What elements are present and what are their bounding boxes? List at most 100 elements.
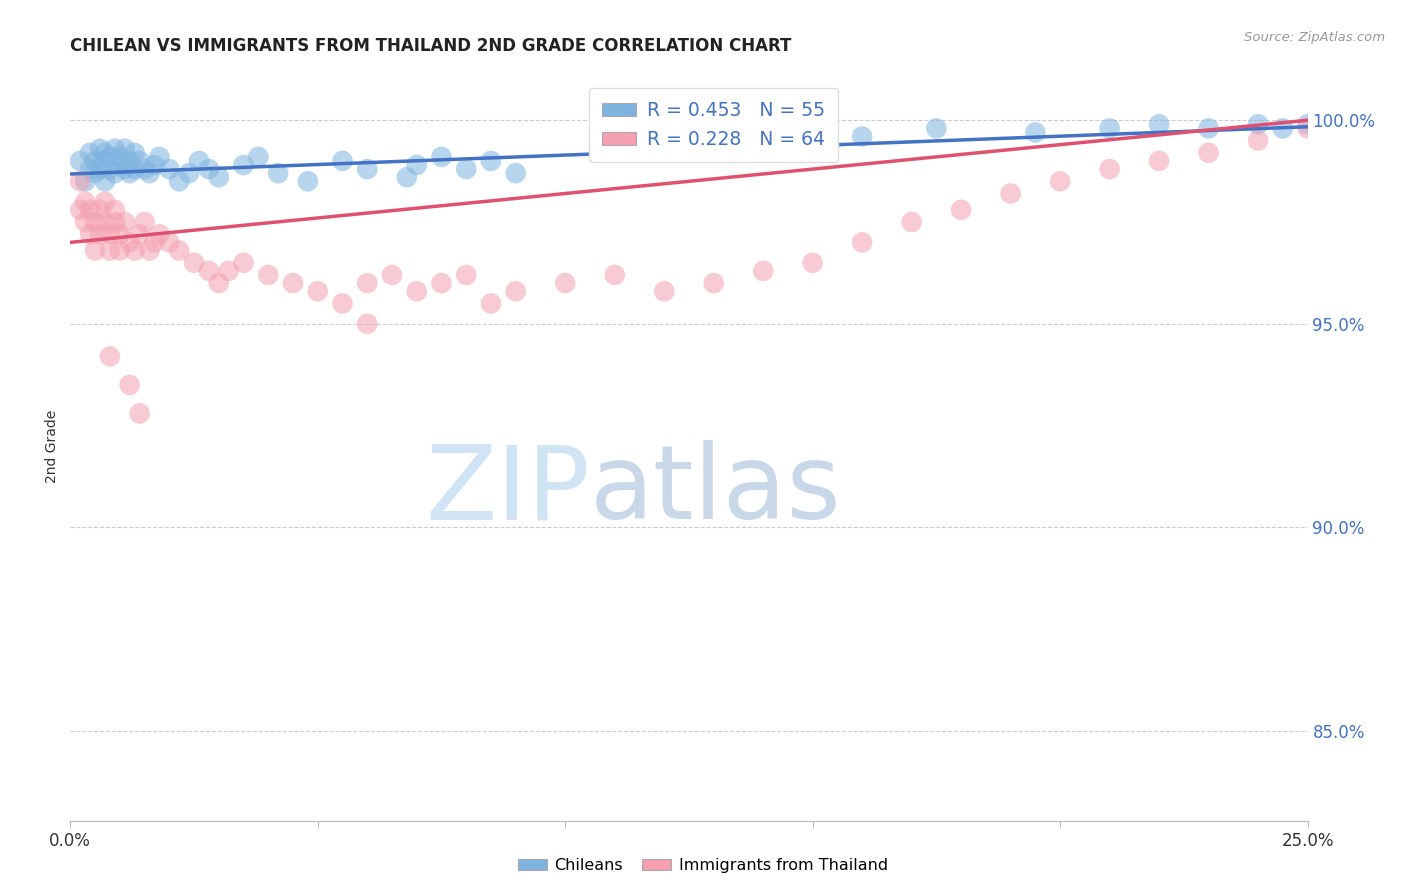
Text: ZIP: ZIP <box>425 441 591 541</box>
Point <box>1247 134 1270 148</box>
Point <box>479 153 502 168</box>
Point <box>332 296 354 310</box>
Text: atlas: atlas <box>591 441 842 541</box>
Point <box>104 202 127 217</box>
Point <box>356 276 378 290</box>
Point <box>1024 125 1046 139</box>
Point <box>177 166 200 180</box>
Point <box>1147 117 1170 131</box>
Point <box>108 244 131 258</box>
Point <box>752 264 775 278</box>
Point <box>456 162 478 177</box>
Point <box>157 235 180 250</box>
Point <box>381 268 404 282</box>
Point <box>114 215 136 229</box>
Point <box>138 166 160 180</box>
Point <box>652 285 675 299</box>
Point <box>1198 145 1220 160</box>
Point <box>75 174 97 188</box>
Point <box>232 158 254 172</box>
Point <box>1296 117 1319 131</box>
Point <box>801 256 824 270</box>
Point <box>98 162 121 177</box>
Point <box>267 166 290 180</box>
Point <box>456 268 478 282</box>
Point <box>1098 162 1121 177</box>
Point <box>157 162 180 177</box>
Point <box>108 158 131 172</box>
Point <box>69 174 91 188</box>
Point <box>232 256 254 270</box>
Point <box>114 162 136 177</box>
Point <box>167 244 190 258</box>
Point <box>1049 174 1071 188</box>
Point <box>84 166 107 180</box>
Point <box>554 276 576 290</box>
Point <box>94 174 117 188</box>
Point <box>84 153 107 168</box>
Point <box>138 244 160 258</box>
Point <box>104 142 127 156</box>
Point <box>118 166 141 180</box>
Point <box>1198 121 1220 136</box>
Point <box>188 153 211 168</box>
Point <box>183 256 205 270</box>
Point <box>114 142 136 156</box>
Point <box>118 153 141 168</box>
Point <box>94 153 117 168</box>
Point <box>75 194 97 209</box>
Point <box>257 268 280 282</box>
Point <box>79 227 101 242</box>
Point <box>1000 186 1022 201</box>
Point <box>118 235 141 250</box>
Point <box>208 276 231 290</box>
Text: Source: ZipAtlas.com: Source: ZipAtlas.com <box>1244 31 1385 45</box>
Point <box>124 244 146 258</box>
Point <box>198 162 221 177</box>
Point <box>108 227 131 242</box>
Point <box>198 264 221 278</box>
Point <box>332 153 354 168</box>
Point <box>950 202 973 217</box>
Point <box>69 202 91 217</box>
Point <box>124 145 146 160</box>
Point <box>208 170 231 185</box>
Point <box>98 244 121 258</box>
Point <box>128 153 150 168</box>
Point <box>75 215 97 229</box>
Point <box>405 285 427 299</box>
Point <box>603 268 626 282</box>
Point <box>1147 153 1170 168</box>
Y-axis label: 2nd Grade: 2nd Grade <box>45 409 59 483</box>
Point <box>98 227 121 242</box>
Point <box>128 227 150 242</box>
Point <box>84 244 107 258</box>
Point <box>167 174 190 188</box>
Point <box>89 202 111 217</box>
Legend: Chileans, Immigrants from Thailand: Chileans, Immigrants from Thailand <box>512 852 894 880</box>
Point <box>104 215 127 229</box>
Point <box>98 150 121 164</box>
Point <box>851 235 873 250</box>
Point <box>356 162 378 177</box>
Point <box>703 276 725 290</box>
Point <box>148 227 170 242</box>
Point <box>104 166 127 180</box>
Point <box>479 296 502 310</box>
Point <box>1247 117 1270 131</box>
Point <box>148 150 170 164</box>
Text: CHILEAN VS IMMIGRANTS FROM THAILAND 2ND GRADE CORRELATION CHART: CHILEAN VS IMMIGRANTS FROM THAILAND 2ND … <box>70 37 792 54</box>
Point <box>925 121 948 136</box>
Point <box>356 317 378 331</box>
Point <box>395 170 418 185</box>
Point <box>89 162 111 177</box>
Point <box>505 166 527 180</box>
Point <box>94 194 117 209</box>
Point <box>143 158 166 172</box>
Point <box>89 142 111 156</box>
Point <box>297 174 319 188</box>
Point <box>79 202 101 217</box>
Point <box>1098 121 1121 136</box>
Point <box>94 215 117 229</box>
Point <box>134 215 156 229</box>
